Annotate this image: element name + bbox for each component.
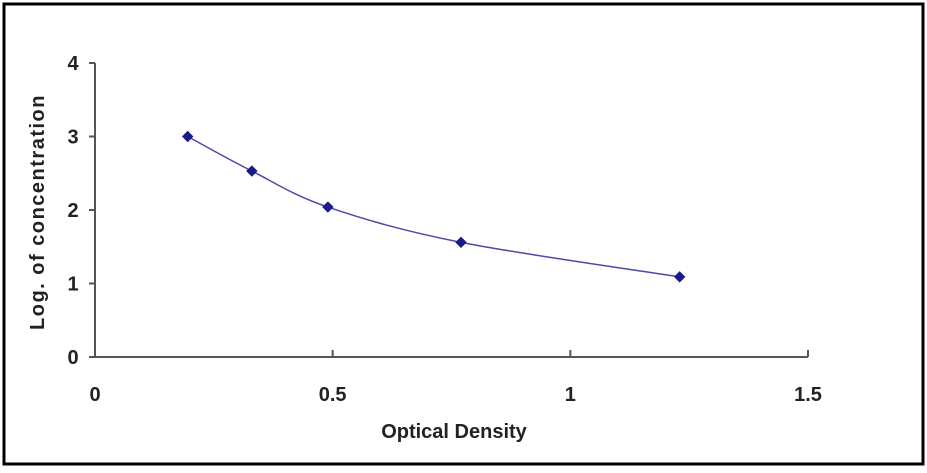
data-point <box>246 165 258 177</box>
y-tick-label: 3 <box>67 127 78 149</box>
fit-curve <box>187 135 680 278</box>
data-point <box>181 130 194 143</box>
data-points <box>181 130 686 283</box>
y-tick-label: 1 <box>67 274 78 296</box>
x-tick-label: 1 <box>565 384 576 406</box>
y-ticks: 0 1 2 3 4 <box>67 53 95 369</box>
x-ticks: 0 0.5 1 1.5 <box>89 350 822 406</box>
x-axis-label: Optical Density <box>381 421 527 443</box>
y-tick-label: 0 <box>67 347 78 369</box>
x-tick-label: 1.5 <box>794 384 822 406</box>
y-tick-label: 4 <box>67 53 79 75</box>
y-tick-label: 2 <box>67 200 78 222</box>
data-point <box>322 201 334 213</box>
y-axis-label: Log. of concentration <box>27 94 49 330</box>
x-tick-label: 0 <box>89 384 100 406</box>
x-tick-label: 0.5 <box>319 384 347 406</box>
chart-border <box>2 2 925 466</box>
data-point <box>673 271 686 283</box>
data-point <box>455 236 467 249</box>
